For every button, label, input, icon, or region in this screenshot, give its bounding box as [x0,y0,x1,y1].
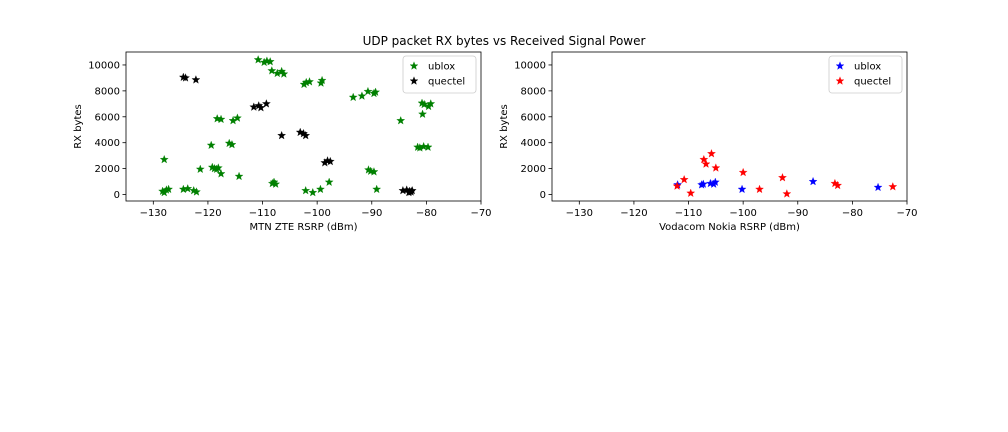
y-tick-label: 4000 [521,138,546,149]
y-tick-label: 2000 [521,164,546,175]
legend-label-quectel: quectel [428,77,465,88]
x-tick-label: −110 [675,208,702,219]
y-tick-label: 6000 [521,112,546,123]
legend-label-quectel: quectel [854,77,891,88]
y-tick-label: 0 [540,190,546,201]
y-tick-label: 2000 [95,164,120,175]
x-tick-label: −130 [566,208,593,219]
x-tick-label: −100 [729,208,756,219]
y-tick-label: 8000 [521,86,546,97]
y-tick-label: 10000 [88,60,120,71]
y-tick-label: 0 [114,190,120,201]
x-tick-label: −130 [140,208,167,219]
legend: ublox quectel [829,56,902,93]
legend-label-ublox: ublox [854,62,881,73]
x-tick-label: −100 [303,208,330,219]
x-tick-label: −80 [416,208,437,219]
legend-label-ublox: ublox [428,62,455,73]
x-tick-label: −90 [361,208,382,219]
y-tick-label: 8000 [95,86,120,97]
x-tick-label: −70 [470,208,491,219]
y-axis-label: RX bytes [73,104,84,149]
y-tick-label: 6000 [95,112,120,123]
y-axis-label: RX bytes [499,104,510,149]
x-tick-label: −80 [842,208,863,219]
x-axis-label: MTN ZTE RSRP (dBm) [249,222,357,233]
x-tick-label: −120 [620,208,647,219]
y-tick-label: 4000 [95,138,120,149]
x-tick-label: −120 [194,208,221,219]
x-tick-label: −110 [249,208,276,219]
x-tick-label: −90 [787,208,808,219]
figure-title: UDP packet RX bytes vs Received Signal P… [363,34,646,48]
y-tick-label: 10000 [514,60,546,71]
x-tick-label: −70 [896,208,917,219]
legend: ublox quectel [403,56,476,93]
x-axis-label: Vodacom Nokia RSRP (dBm) [659,222,800,233]
